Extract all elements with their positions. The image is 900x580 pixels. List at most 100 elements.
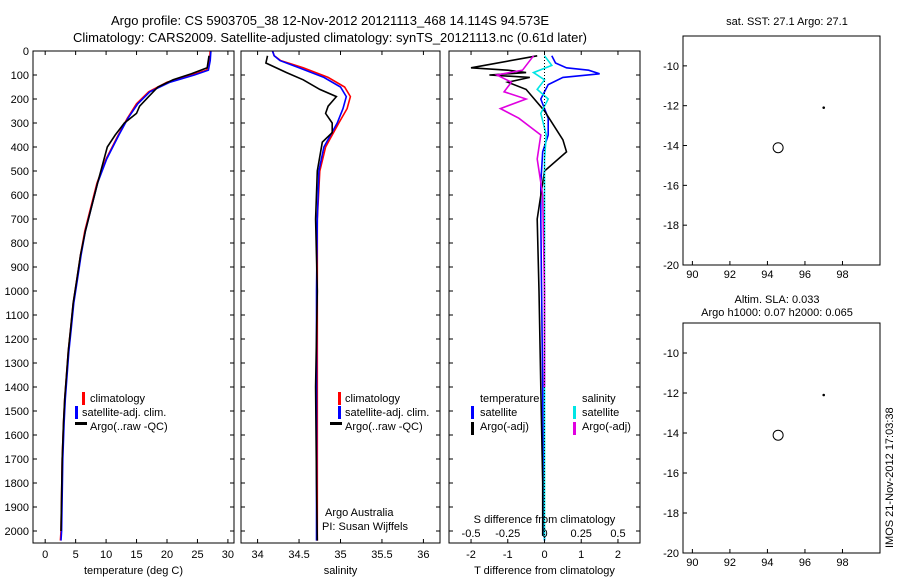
y-tick-label: 1600 bbox=[5, 430, 29, 442]
x-tick-label: -2 bbox=[466, 549, 476, 561]
legend-label-satellite: satellite-adj. clim. bbox=[345, 407, 429, 419]
panel-frame bbox=[240, 50, 441, 544]
legend-swatch-satellite bbox=[338, 406, 341, 419]
series-line-climatology bbox=[59, 51, 211, 541]
y-tick-label: 1100 bbox=[5, 310, 29, 322]
legend-swatch-argo bbox=[330, 422, 342, 425]
x-tick-label: 2 bbox=[615, 549, 621, 561]
map-x-tick-label: 96 bbox=[799, 269, 811, 281]
y-tick-label: 1000 bbox=[5, 286, 29, 298]
x-axis-label: temperature (deg C) bbox=[84, 565, 183, 577]
legend-swatch-temp-satellite bbox=[471, 406, 474, 419]
y-tick-label: 500 bbox=[11, 166, 29, 178]
legend-label-temp-argo: Argo(-adj) bbox=[480, 421, 529, 433]
legend-label-temp-satellite: satellite bbox=[480, 407, 517, 419]
x-tick-label: 34.5 bbox=[288, 549, 309, 561]
panel-temperature: 0100200300400500600700800900100011001200… bbox=[5, 46, 235, 577]
map-x-tick-label: 90 bbox=[686, 269, 698, 281]
y-tick-label: 1400 bbox=[5, 382, 29, 394]
y-tick-label: 100 bbox=[11, 70, 29, 82]
map-y-tick-label: -12 bbox=[663, 388, 679, 400]
annotation-argo-australia: Argo Australia bbox=[325, 507, 394, 519]
map-x-tick-label: 98 bbox=[836, 269, 848, 281]
title-line-2: Climatology: CARS2009. Satellite-adjuste… bbox=[73, 30, 587, 45]
x-axis-label: salinity bbox=[324, 565, 358, 577]
y-tick-label: 800 bbox=[11, 238, 29, 250]
legend-label-climatology: climatology bbox=[90, 393, 146, 405]
x-tick-label-salinity: 0.5 bbox=[610, 528, 625, 540]
x-tick-label: 15 bbox=[130, 549, 142, 561]
panel-differences: -2 -1 0 1 2T difference from climatology -0.5… bbox=[448, 50, 641, 577]
legend-label-argo: Argo(..raw -QC) bbox=[345, 421, 423, 433]
map-frame bbox=[682, 322, 881, 554]
map-x-tick-label: 94 bbox=[761, 269, 773, 281]
y-tick-label: 1300 bbox=[5, 358, 29, 370]
title-line-1: Argo profile: CS 5903705_38 12-Nov-2012 … bbox=[111, 13, 549, 28]
sla-map-title-2: Argo h1000: 0.07 h2000: 0.065 bbox=[701, 307, 853, 319]
x-tick-label-salinity: -0.5 bbox=[462, 528, 481, 540]
panel-salinity: 34 34.5 35 35.5 36 salinity bbox=[240, 50, 441, 577]
map-y-tick-label: -18 bbox=[663, 508, 679, 520]
map-x-tick-label: 96 bbox=[799, 557, 811, 569]
legend-swatch-satellite bbox=[75, 406, 78, 419]
x-axis-label-salinity: S difference from climatology bbox=[474, 514, 616, 526]
series-line-satellite-adj-clim- bbox=[60, 51, 212, 541]
legend-label-sal-argo: Argo(-adj) bbox=[582, 421, 631, 433]
y-tick-label: 700 bbox=[11, 214, 29, 226]
map-x-tick-label: 90 bbox=[686, 557, 698, 569]
legend-label-satellite: satellite-adj. clim. bbox=[82, 407, 166, 419]
series-line-temperature-satellite bbox=[539, 55, 600, 541]
side-stamp: IMOS 21-Nov-2012 17:03:38 bbox=[884, 407, 896, 548]
x-tick-label: -1 bbox=[503, 549, 513, 561]
series-line-argo-raw-qc- bbox=[60, 55, 210, 532]
argo-position-marker bbox=[772, 429, 784, 441]
map-y-tick-label: -16 bbox=[663, 468, 679, 480]
map-y-tick-label: -20 bbox=[663, 260, 679, 272]
x-tick-label: 5 bbox=[73, 549, 79, 561]
y-tick-label: 2000 bbox=[5, 526, 29, 538]
legend-header-temperature: temperature bbox=[480, 393, 539, 405]
x-tick-label: 10 bbox=[100, 549, 112, 561]
series-line-climatology bbox=[271, 51, 352, 541]
x-axis-label: T difference from climatology bbox=[474, 565, 615, 577]
y-tick-label: 200 bbox=[11, 94, 29, 106]
sst-map-title: sat. SST: 27.1 Argo: 27.1 bbox=[726, 16, 848, 28]
legend-swatch-climatology bbox=[338, 392, 341, 405]
x-tick-label: 35 bbox=[334, 549, 346, 561]
map-x-tick-label: 94 bbox=[761, 557, 773, 569]
map-x-tick-label: 98 bbox=[836, 557, 848, 569]
series-line-argo-raw-qc- bbox=[264, 55, 338, 541]
legend-header-salinity: salinity bbox=[582, 393, 616, 405]
legend-swatch-argo bbox=[75, 422, 87, 425]
sst-map: 90 92 94 96 98 -10 -12 -14 -16 -18 -20 bbox=[663, 35, 881, 281]
y-tick-label: 900 bbox=[11, 262, 29, 274]
x-tick-label-salinity: 0.25 bbox=[571, 528, 592, 540]
argo-position-marker bbox=[772, 142, 784, 154]
map-y-tick-label: -14 bbox=[663, 428, 679, 440]
map-y-tick-label: -12 bbox=[663, 101, 679, 113]
panel-frame bbox=[32, 50, 235, 544]
sla-map-title-1: Altim. SLA: 0.033 bbox=[735, 294, 820, 306]
difference-legend: temperature salinity satellite Argo(-adj… bbox=[471, 393, 631, 435]
map-frame bbox=[682, 35, 881, 266]
x-tick-label: 34 bbox=[251, 549, 263, 561]
x-tick-label: 36 bbox=[417, 549, 429, 561]
legend-swatch-sal-satellite bbox=[573, 406, 576, 419]
y-tick-label: 1800 bbox=[5, 478, 29, 490]
legend-label-argo: Argo(..raw -QC) bbox=[90, 421, 168, 433]
map-y-tick-label: -16 bbox=[663, 180, 679, 192]
x-tick-label-salinity: 0 bbox=[541, 528, 547, 540]
map-y-tick-label: -10 bbox=[663, 61, 679, 73]
y-tick-label: 0 bbox=[23, 46, 29, 58]
map-y-tick-label: -20 bbox=[663, 548, 679, 560]
series-line-temperature-argo-adj- bbox=[470, 55, 568, 536]
map-x-tick-label: 92 bbox=[724, 269, 736, 281]
y-tick-label: 1700 bbox=[5, 454, 29, 466]
x-tick-label: 20 bbox=[161, 549, 173, 561]
x-tick-label: 1 bbox=[578, 549, 584, 561]
y-tick-label: 1200 bbox=[5, 334, 29, 346]
profile-panels: 0100200300400500600700800900100011001200… bbox=[5, 46, 641, 577]
legend-swatch-sal-argo bbox=[573, 422, 576, 435]
legend-swatch-temp-argo bbox=[471, 422, 474, 435]
